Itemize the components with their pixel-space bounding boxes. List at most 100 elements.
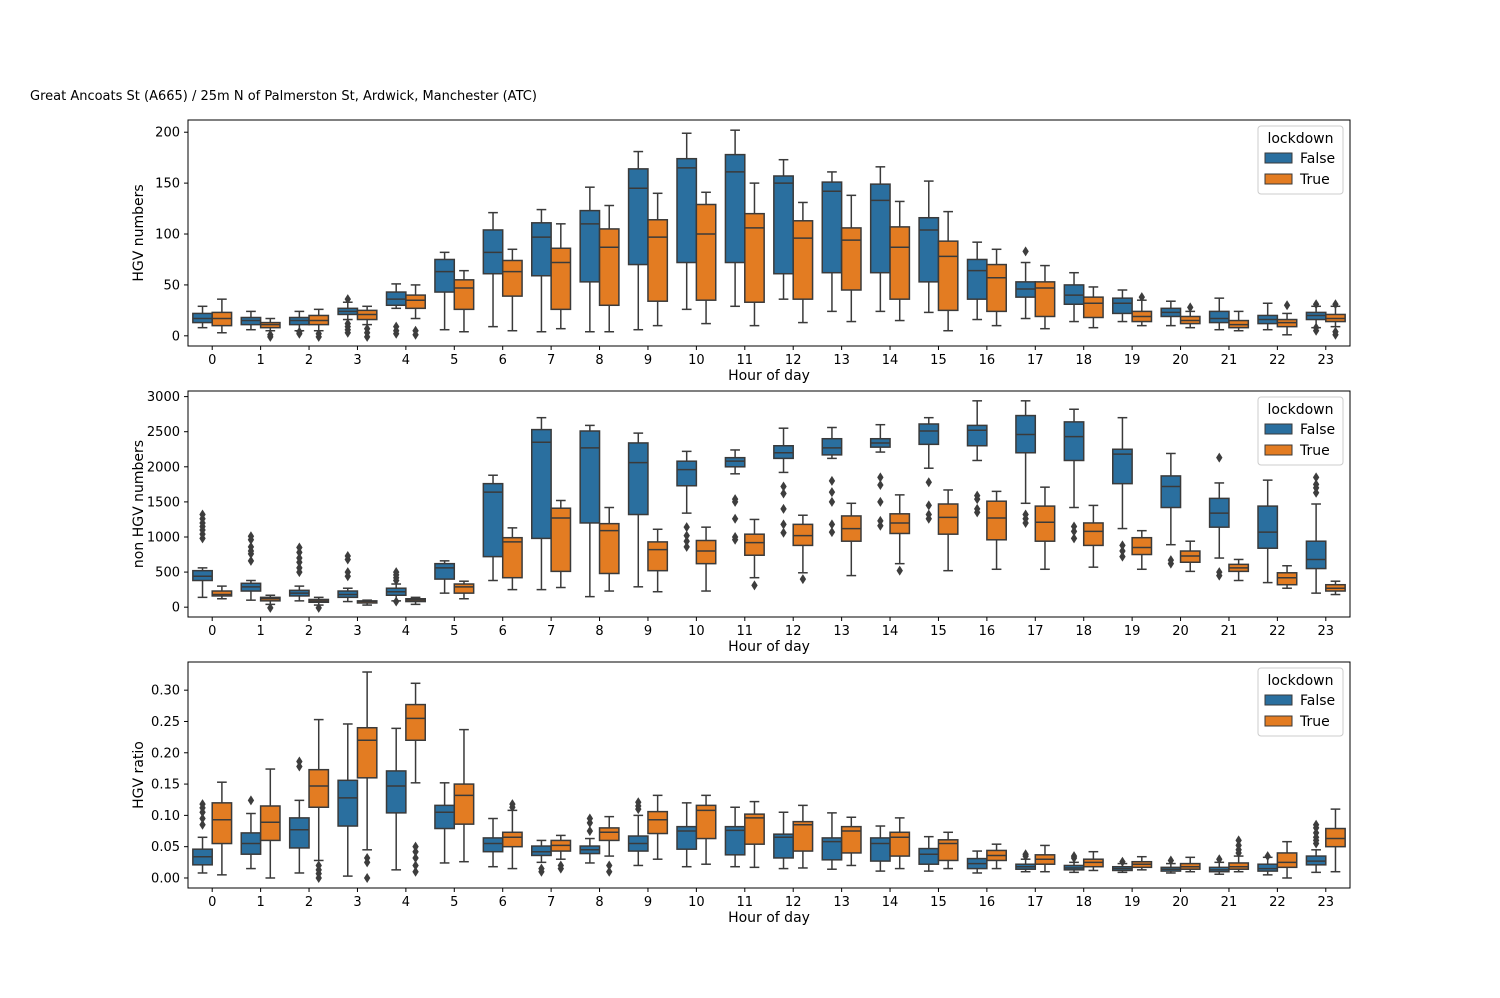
box-hour-12-true — [792, 514, 814, 585]
x-tick-label: 2 — [305, 895, 313, 910]
box-body — [405, 294, 426, 310]
outlier-point — [1312, 299, 1320, 310]
x-tick-label: 4 — [402, 624, 410, 639]
box-body — [598, 827, 620, 842]
outlier-point — [973, 503, 981, 514]
outlier-point — [1312, 472, 1320, 483]
x-tick-label: 7 — [547, 624, 555, 639]
x-tick-label: 12 — [785, 353, 802, 368]
x-axis-label: Hour of day — [728, 639, 810, 655]
box-body — [1257, 505, 1279, 549]
box-hour-19-false — [1112, 416, 1133, 562]
x-tick-label: 1 — [256, 353, 264, 368]
figure-title: Great Ancoats St (A665) / 25m N of Palme… — [30, 89, 537, 104]
y-tick-label: 0.00 — [151, 871, 180, 886]
box-body — [453, 279, 475, 311]
x-tick-label: 14 — [882, 353, 899, 368]
outlier-point — [877, 496, 884, 507]
box-hour-7-false — [531, 208, 552, 333]
box-hour-8-true — [598, 204, 620, 333]
y-tick-label: 2000 — [147, 460, 180, 475]
outlier-point — [799, 574, 807, 585]
outlier-point — [199, 813, 206, 824]
box-body — [773, 175, 794, 275]
x-tick-label: 18 — [1075, 624, 1092, 639]
outlier-point — [896, 565, 903, 576]
y-tick-label: 0 — [172, 601, 180, 616]
outlier-point — [1264, 851, 1271, 862]
box-body — [1325, 827, 1346, 848]
box-hour-7-true — [550, 499, 572, 589]
box-body — [598, 228, 620, 307]
x-tick-label: 7 — [547, 353, 555, 368]
box-hour-4-false — [385, 567, 407, 607]
outlier-point — [606, 866, 613, 877]
outlier-point — [828, 475, 836, 486]
outlier-point — [296, 542, 303, 553]
box-hour-23-true — [1325, 580, 1346, 596]
box-hour-20-false — [1160, 855, 1182, 874]
outlier-point — [1022, 509, 1029, 520]
box-body — [1131, 536, 1153, 556]
box-hour-8-false — [579, 424, 601, 598]
series-true — [211, 671, 1346, 883]
box-hour-17-true — [1034, 844, 1056, 873]
y-tick-label: 150 — [155, 177, 180, 192]
y-tick-label: 1000 — [147, 530, 180, 545]
box-hour-20-false — [1160, 452, 1182, 569]
box-hour-19-false — [1112, 289, 1133, 323]
plot-frame — [187, 119, 1351, 347]
box-hour-21-true — [1228, 835, 1250, 873]
y-axis-label: non HGV numbers — [131, 440, 147, 568]
outlier-point — [731, 494, 739, 505]
x-tick-label: 2 — [305, 353, 313, 368]
box-body — [676, 460, 698, 487]
x-tick-label: 4 — [402, 353, 410, 368]
x-tick-label: 9 — [644, 353, 652, 368]
legend-label-false: False — [1300, 693, 1335, 709]
outlier-point — [828, 487, 836, 498]
outlier-point — [199, 509, 206, 520]
y-tick-label: 200 — [155, 126, 180, 141]
x-tick-label: 20 — [1172, 353, 1189, 368]
box-hour-14-false — [869, 423, 891, 531]
x-tick-label: 13 — [833, 895, 850, 910]
outlier-point — [828, 519, 836, 530]
box-hour-17-true — [1034, 486, 1056, 571]
x-tick-label: 6 — [499, 895, 507, 910]
box-body — [1276, 572, 1298, 586]
box-hour-10-false — [676, 132, 698, 311]
outlier-point — [925, 500, 932, 511]
x-tick-label: 6 — [499, 353, 507, 368]
box-body — [724, 456, 746, 468]
box-hour-1-false — [240, 795, 262, 870]
box-body — [1082, 296, 1104, 319]
box-hour-8-false — [579, 813, 601, 864]
outlier-point — [828, 527, 836, 538]
series-false — [192, 723, 1327, 877]
outlier-point — [412, 852, 419, 863]
box-body — [695, 804, 717, 840]
outlier-point — [412, 860, 419, 871]
outlier-point — [731, 513, 739, 524]
box-hour-14-true — [889, 494, 911, 576]
outlier-point — [731, 531, 739, 542]
box-hour-14-false — [869, 825, 891, 872]
box-hour-11-true — [744, 800, 765, 869]
x-tick-label: 0 — [208, 624, 216, 639]
box-body — [501, 259, 523, 297]
y-tick-label: 1500 — [147, 495, 180, 510]
box-hour-22-false — [1257, 479, 1279, 584]
outlier-point — [296, 553, 303, 564]
box-body — [869, 183, 891, 274]
box-hour-0-false — [192, 305, 213, 329]
box-hour-17-false — [1015, 246, 1037, 320]
box-hour-12-false — [773, 158, 794, 300]
plot-frame — [187, 390, 1351, 618]
legend-swatch-true — [1264, 444, 1293, 456]
x-tick-label: 10 — [688, 624, 705, 639]
chart-panel-3: 0.000.050.100.150.200.250.300 1 2 3 4 5 6 7 8 9 10… — [131, 661, 1351, 926]
box-body — [579, 430, 601, 524]
box-hour-23-true — [1325, 808, 1346, 873]
